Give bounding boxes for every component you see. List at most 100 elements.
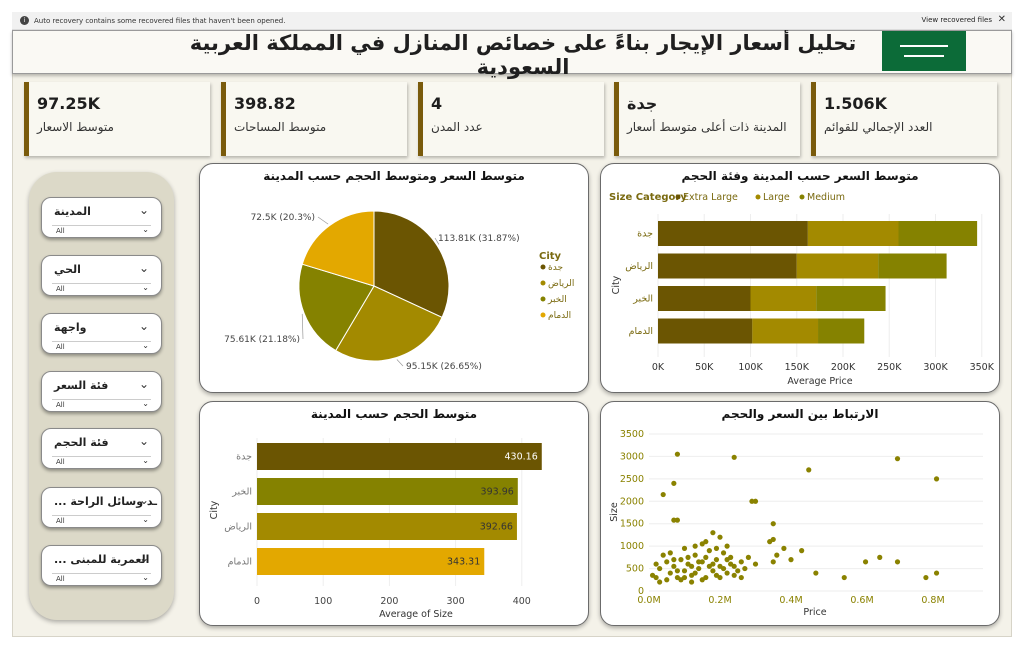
bar: [257, 548, 485, 575]
chevron-down-icon[interactable]: ⌄: [142, 225, 149, 234]
chevron-down-icon[interactable]: ⌄: [138, 551, 149, 565]
data-label: 75.61K (21.18%): [224, 335, 300, 345]
scatter-chart-card[interactable]: الارتباط بين السعر والحجم Price Size 0 50…: [600, 401, 1000, 626]
slicer-building-age[interactable]: ... العمرية للمبنى ⌄ All ⌄: [41, 545, 162, 586]
slicer-value[interactable]: All: [56, 458, 65, 466]
chevron-down-icon[interactable]: ⌄: [142, 515, 149, 524]
x-tick-label: 250K: [877, 362, 902, 373]
slicer-value[interactable]: All: [56, 227, 65, 235]
bar: [257, 513, 517, 540]
bar-segment: [658, 221, 808, 246]
legend-entry: الدمام: [548, 311, 571, 321]
scatter-point: [788, 557, 794, 563]
scatter-point: [696, 559, 702, 565]
scatter-point: [877, 554, 883, 560]
x-axis-label: Average Price: [787, 376, 852, 387]
scatter-point: [657, 579, 663, 585]
slicer-value[interactable]: All: [56, 401, 65, 409]
stacked-bar-chart-card[interactable]: متوسط السعر حسب المدينة وفئة الحجم Size …: [600, 163, 1000, 393]
slicer-size-category[interactable]: فئة الحجم ⌄ All ⌄: [41, 428, 162, 469]
close-icon[interactable]: ✕: [997, 14, 1006, 25]
slicer-title: واجهة: [54, 321, 87, 334]
legend-marker: [540, 296, 546, 302]
scatter-point: [703, 554, 709, 560]
chevron-down-icon[interactable]: ⌄: [142, 573, 149, 582]
scatter-point: [806, 467, 812, 473]
bar-segment: [816, 286, 886, 311]
slicer-value[interactable]: All: [56, 343, 65, 351]
slicer-facade[interactable]: واجهة ⌄ All ⌄: [41, 313, 162, 354]
y-tick-label: 0: [638, 586, 644, 597]
size-bar-chart-card[interactable]: متوسط الحجم حسب المدينة Average of Size …: [199, 401, 589, 626]
scatter-point: [813, 570, 819, 576]
scatter-point: [923, 574, 929, 581]
scatter-point: [774, 552, 780, 558]
chart-title: متوسط السعر ومتوسط الحجم حسب المدينة: [263, 169, 525, 183]
scatter-point: [713, 557, 720, 563]
scatter-point: [653, 561, 659, 567]
kpi-value: 1.506K: [824, 94, 888, 113]
scatter-point: [735, 568, 741, 574]
slicer-district[interactable]: الحي ⌄ All ⌄: [41, 255, 162, 296]
y-tick-label: 2500: [620, 474, 644, 485]
scatter-point: [770, 521, 776, 527]
scatter-point: [745, 554, 751, 560]
chart-title: متوسط الحجم حسب المدينة: [310, 407, 478, 421]
chevron-down-icon[interactable]: ⌄: [138, 319, 149, 333]
kpi-card-city-count: 4 عدد المدن: [418, 82, 604, 156]
scatter-point: [671, 480, 677, 486]
view-recovered-files-button[interactable]: View recovered files: [921, 16, 992, 24]
slicer-amenities[interactable]: ... ـد وسائل الراحة ⌄ All ⌄: [41, 487, 162, 528]
scatter-point: [781, 545, 787, 551]
chevron-down-icon[interactable]: ⌄: [138, 434, 149, 448]
divider: [52, 399, 151, 400]
kpi-value: 398.82: [234, 94, 296, 113]
x-tick-label: 0.4M: [779, 595, 802, 606]
kpi-label: المدينة ذات أعلى متوسط أسعار: [627, 120, 787, 134]
divider: [52, 225, 151, 226]
chevron-down-icon[interactable]: ⌄: [142, 283, 149, 292]
bar-segment: [658, 286, 751, 311]
scatter-point: [689, 563, 695, 569]
y-tick-label: الرياض: [625, 261, 653, 272]
divider: [52, 283, 151, 284]
data-label: 95.15K (26.65%): [406, 362, 482, 372]
x-tick-label: 150K: [785, 362, 810, 373]
chevron-down-icon[interactable]: ⌄: [142, 399, 149, 408]
kpi-value: 97.25K: [37, 94, 101, 113]
legend-entry: Extra Large: [683, 192, 738, 203]
chevron-down-icon[interactable]: ⌄: [142, 456, 149, 465]
x-tick-label: 0.8M: [921, 595, 944, 606]
chevron-down-icon[interactable]: ⌄: [138, 203, 149, 217]
scatter-point: [685, 554, 691, 560]
chevron-down-icon[interactable]: ⌄: [138, 493, 149, 507]
x-tick-label: 200: [380, 596, 398, 607]
slicer-title: ... ـد وسائل الراحة: [54, 495, 157, 508]
chevron-down-icon[interactable]: ⌄: [138, 377, 149, 391]
slicer-value[interactable]: All: [56, 575, 65, 583]
slicer-value[interactable]: All: [56, 517, 65, 525]
scatter-point: [674, 517, 680, 523]
chevron-down-icon[interactable]: ⌄: [138, 261, 149, 275]
scatter-point: [649, 572, 656, 578]
chart-title: الارتباط بين السعر والحجم: [721, 407, 879, 421]
scatter-point: [671, 563, 677, 569]
kpi-label: عدد المدن: [431, 120, 483, 134]
chevron-down-icon[interactable]: ⌄: [142, 341, 149, 350]
info-icon: i: [20, 16, 29, 25]
slicer-value[interactable]: All: [56, 285, 65, 293]
kpi-value: 4: [431, 94, 443, 113]
x-tick-label: 300: [447, 596, 465, 607]
y-axis-label: Size: [609, 502, 620, 522]
legend-marker: [799, 194, 805, 200]
scatter-point: [720, 550, 727, 556]
slicer-city[interactable]: المدينة ⌄ All ⌄: [41, 197, 162, 238]
scatter-chart: Price Size 0 500 1000 1500 2000 2500 3000 3500 0…: [609, 429, 983, 618]
flag-sword-icon: [904, 55, 944, 57]
slicer-title: فئة السعر: [54, 379, 109, 392]
pie-chart-card[interactable]: متوسط السعر ومتوسط الحجم حسب المدينة Cit…: [199, 163, 589, 393]
scatter-point: [664, 577, 670, 583]
slicer-price-category[interactable]: فئة السعر ⌄ All ⌄: [41, 371, 162, 412]
scatter-point: [933, 570, 940, 576]
scatter-point: [742, 565, 748, 572]
